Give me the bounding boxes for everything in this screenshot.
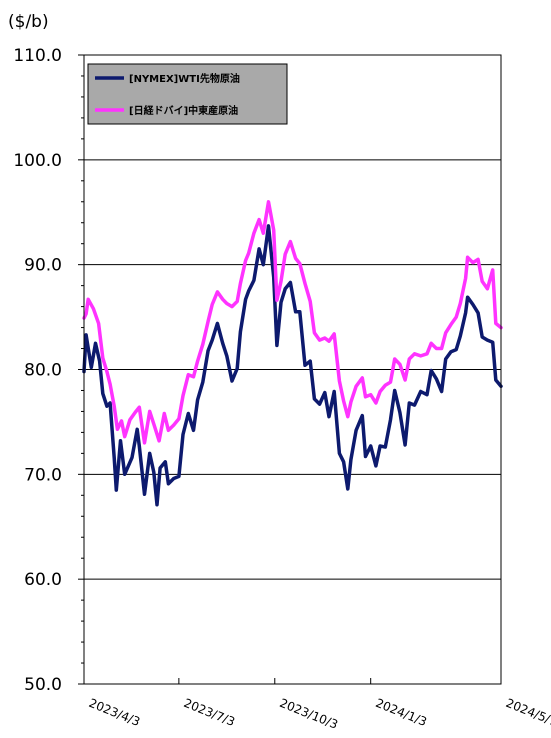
y-tick-label: 50.0 (24, 675, 62, 695)
y-tick-label: 60.0 (24, 570, 62, 590)
legend-label-dubai: [日経ドバイ]中東産原油 (129, 104, 238, 117)
y-tick-label: 80.0 (24, 361, 62, 381)
legend: [NYMEX]WTI先物原油 [日経ドバイ]中東産原油 (87, 63, 288, 125)
y-tick-label: 70.0 (24, 465, 62, 485)
x-axis-tick-labels: 2023/4/3 2023/7/3 2023/10/3 2024/1/3 2024/5/… (83, 678, 551, 732)
x-tick-label: 2023/4/3 (87, 696, 142, 729)
plot-frame (83, 54, 502, 685)
x-tick-label: 2024/5/7 (504, 696, 551, 729)
x-tick-label: 2024/1/3 (374, 696, 429, 729)
y-axis-tick-labels: 110.0 100.0 90.0 80.0 70.0 60.0 50.0 (13, 46, 62, 695)
x-tick-label: 2023/7/3 (182, 696, 237, 729)
y-tick-label: 100.0 (13, 151, 62, 171)
series-lines (82, 200, 503, 507)
series-line-0 (82, 224, 503, 507)
legend-box (87, 63, 288, 125)
x-tick-label: 2023/10/3 (278, 696, 340, 732)
series-line-1 (82, 200, 503, 445)
legend-label-wti: [NYMEX]WTI先物原油 (129, 72, 240, 85)
unit-label: ($/b) (8, 12, 49, 32)
y-tick-label: 110.0 (13, 46, 62, 66)
gridlines (78, 54, 501, 685)
y-tick-label: 90.0 (24, 256, 62, 276)
